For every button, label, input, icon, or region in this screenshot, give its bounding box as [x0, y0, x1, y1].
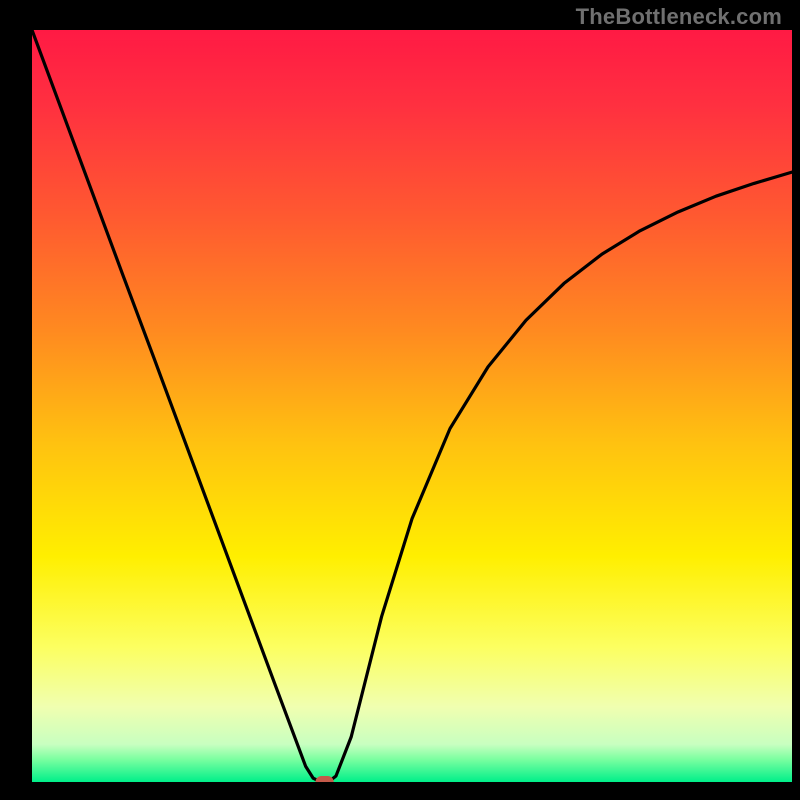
chart-frame: TheBottleneck.com	[0, 0, 800, 800]
bottleneck-curve	[32, 30, 792, 782]
optimal-point-marker	[315, 776, 333, 782]
plot-area	[32, 30, 792, 782]
watermark-text: TheBottleneck.com	[576, 4, 782, 30]
chart-svg	[32, 30, 792, 782]
